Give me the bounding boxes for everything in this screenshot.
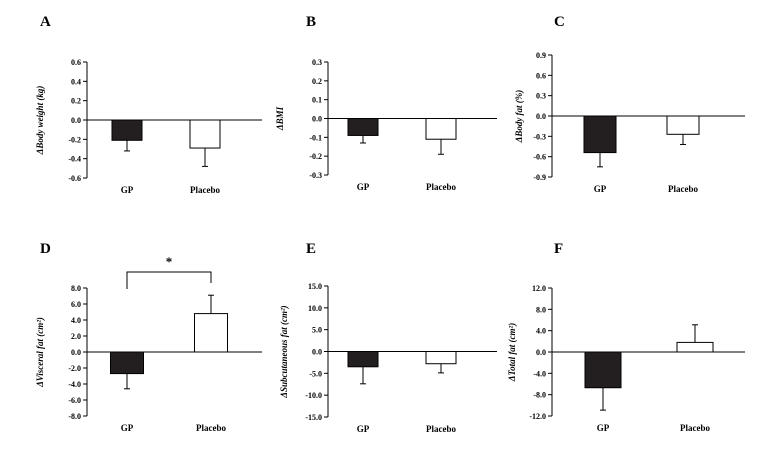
y-tick-label: -0.9 <box>533 173 546 182</box>
y-tick-label: 4.0 <box>536 327 546 336</box>
y-tick-label: 0.9 <box>536 51 546 60</box>
y-tick-label: 4.0 <box>71 316 81 325</box>
panel-c: C 0.9 0.6 0.3 0.0 -0.3 -0.6 -0.9 GP Placebo ΔBody … <box>514 14 745 194</box>
bar-placebo <box>194 313 228 353</box>
y-tick-label: -0.2 <box>309 152 322 161</box>
y-tick-label: 0.0 <box>536 348 546 357</box>
y-tick-label: -4.0 <box>68 380 81 389</box>
bar-gp <box>584 351 622 389</box>
panel-letter: A <box>40 14 51 30</box>
category-label: GP <box>121 185 134 195</box>
y-tick-label: -0.6 <box>68 174 81 183</box>
panel-b: B 0.3 0.2 0.1 0.0 -0.1 -0.2 -0.3 GP Placebo ΔBMI <box>275 14 497 192</box>
bar-gp <box>111 119 143 141</box>
panel-letter: B <box>306 14 316 30</box>
y-tick-label: 6.0 <box>71 300 81 309</box>
y-tick-label: -6.0 <box>68 396 81 405</box>
y-axis-title: ΔBody fat (%) <box>514 90 524 144</box>
y-tick-label: 0.4 <box>71 77 81 86</box>
y-tick-label: -0.2 <box>68 135 81 144</box>
bar-gp <box>347 118 379 136</box>
bar-placebo <box>189 119 221 149</box>
y-axis-title: ΔBMI <box>275 106 285 131</box>
bar-placebo <box>425 351 457 365</box>
y-tick-label: 5.0 <box>312 326 322 335</box>
y-tick-label: 0.3 <box>312 58 322 67</box>
panel-letter: D <box>40 241 51 257</box>
y-tick-label: 0.6 <box>71 58 81 67</box>
bar-gp <box>347 351 379 368</box>
y-tick-label: 0.0 <box>312 115 322 124</box>
y-tick-label: 0.2 <box>71 97 81 106</box>
y-tick-label: 10.0 <box>308 304 322 313</box>
y-tick-label: 8.0 <box>536 305 546 314</box>
y-tick-label: 0.0 <box>312 348 322 357</box>
y-tick-label: -12.0 <box>529 412 546 421</box>
category-label: Placebo <box>426 182 456 192</box>
y-tick-label: -8.0 <box>533 391 546 400</box>
bar-gp <box>110 351 144 375</box>
y-tick-label: -0.6 <box>533 153 546 162</box>
panel-letter: C <box>554 14 565 30</box>
y-tick-label: -0.3 <box>309 171 322 180</box>
panel-d: D 8.0 6.0 4.0 2.0 0.0 -2.0 -4.0 -6.0 -8.0 GP Placeb… <box>35 241 262 433</box>
y-tick-label: -0.3 <box>533 132 546 141</box>
y-tick-label: -5.0 <box>309 369 322 378</box>
y-tick-label: 0.0 <box>536 112 546 121</box>
panel-letter: F <box>554 241 563 257</box>
category-label: Placebo <box>668 184 698 194</box>
y-tick-label: -0.1 <box>309 133 322 142</box>
panel-f: F 12.0 8.0 4.0 0.0 -4.0 -8.0 -12.0 GP Placebo ΔTot… <box>507 241 745 433</box>
category-label: Placebo <box>426 424 456 434</box>
y-tick-label: 0.0 <box>71 348 81 357</box>
panel-letter: E <box>306 241 316 257</box>
y-tick-label: 0.2 <box>312 77 322 86</box>
category-label: GP <box>594 184 607 194</box>
y-tick-label: -10.0 <box>305 391 322 400</box>
category-label: Placebo <box>196 423 226 433</box>
y-tick-label: -4.0 <box>533 369 546 378</box>
significance-bracket <box>126 271 212 289</box>
y-tick-label: -8.0 <box>68 412 81 421</box>
bar-placebo <box>425 118 457 140</box>
category-label: Placebo <box>680 423 710 433</box>
y-tick-label: 15.0 <box>308 282 322 291</box>
y-axis-title: ΔBody weight (kg) <box>35 86 45 156</box>
y-axis-title: ΔTotal fat (cm²) <box>507 323 517 383</box>
bar-placebo <box>666 115 700 135</box>
y-tick-label: -0.4 <box>68 155 81 164</box>
category-label: GP <box>597 423 610 433</box>
y-tick-label: 0.3 <box>536 92 546 101</box>
y-tick-label: 8.0 <box>71 284 81 293</box>
y-tick-label: 0.0 <box>71 116 81 125</box>
bar-placebo <box>676 341 714 353</box>
y-axis-title: ΔVisceral fat (cm²) <box>35 317 45 388</box>
y-tick-label: 0.6 <box>536 71 546 80</box>
category-label: GP <box>357 182 370 192</box>
panel-e: E 15.0 10.0 5.0 0.0 -5.0 -10.0 -15.0 GP Placebo ΔS… <box>279 241 497 434</box>
y-tick-label: -2.0 <box>68 364 81 373</box>
category-label: Placebo <box>190 185 220 195</box>
y-axis-title: ΔSubcutaneous fat (cm²) <box>279 305 289 398</box>
panel-a: A 0.6 0.4 0.2 0.0 -0.2 -0.4 -0.6 GP Placebo ΔBody … <box>35 14 262 195</box>
y-tick-label: -15.0 <box>305 413 322 422</box>
y-tick-label: 12.0 <box>532 284 546 293</box>
y-tick-label: 2.0 <box>71 332 81 341</box>
bar-gp <box>583 115 617 154</box>
category-label: GP <box>121 423 134 433</box>
y-tick-label: 0.1 <box>312 96 322 105</box>
category-label: GP <box>357 424 370 434</box>
significance-marker: * <box>166 254 173 269</box>
